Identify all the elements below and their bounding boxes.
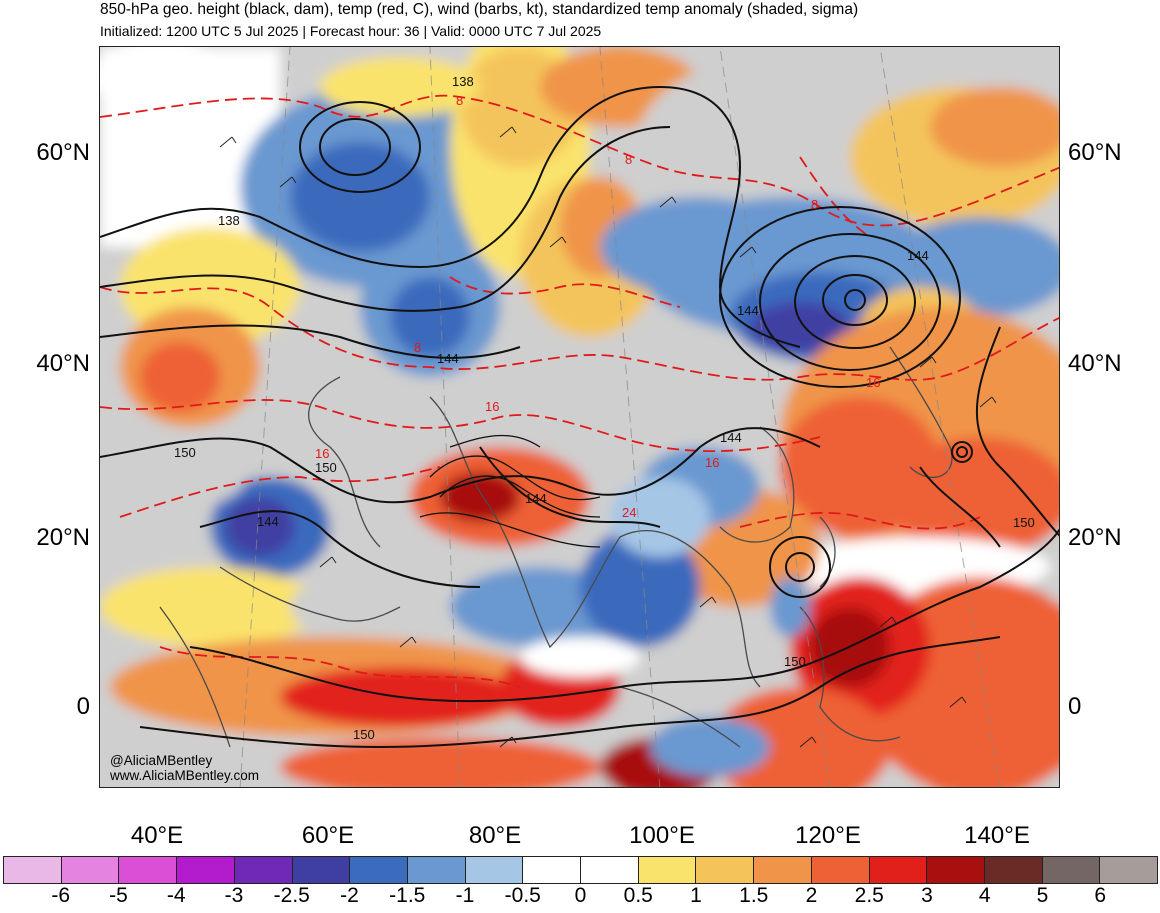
coastlines	[159, 346, 953, 748]
colorbar-tick-label: -3	[224, 884, 244, 907]
temp-label: 24	[622, 505, 636, 520]
colorbar-tick-label: 3	[921, 884, 933, 907]
colorbar-tick-label: -0.5	[504, 884, 541, 907]
chart-subtitle: Initialized: 1200 UTC 5 Jul 2025 | Forec…	[100, 23, 602, 39]
height-label: 144	[737, 303, 759, 318]
colorbar-tick-label: -2.5	[273, 884, 310, 907]
height-label: 150	[784, 654, 806, 669]
colorbar-box	[581, 857, 639, 883]
lat-label-20n-right: 20°N	[1068, 524, 1122, 551]
height-label: 138	[218, 213, 240, 228]
colorbar-tick-label: 0.5	[623, 884, 653, 907]
lon-label-120e: 120°E	[795, 822, 861, 849]
colorbar-tick-label: -6	[51, 884, 71, 907]
colorbar-box	[4, 857, 62, 883]
lat-label-60n-right: 60°N	[1068, 139, 1122, 166]
lat-label-0-left: 0	[76, 693, 90, 720]
lat-label-0-right: 0	[1068, 693, 1082, 720]
colorbar-box	[465, 857, 524, 883]
colorbar-tick-label: 1	[690, 884, 702, 907]
colorbar-box	[177, 857, 235, 883]
height-label: 144	[907, 248, 929, 263]
height-label: 150	[353, 727, 375, 742]
height-label: 150	[315, 460, 337, 475]
colorbar-tick-label: -4	[166, 884, 186, 907]
map-panel: 138 138 144 144 144 144 144 144 150 150 …	[99, 46, 1060, 788]
colorbar-box	[234, 857, 293, 883]
colorbar-box	[292, 857, 351, 883]
temp-label: 16	[705, 455, 719, 470]
lon-label-100e: 100°E	[629, 822, 695, 849]
colorbar-tick-label: -5	[109, 884, 128, 907]
colorbar-box	[984, 857, 1043, 883]
lon-label-140e: 140°E	[964, 822, 1030, 849]
colorbar-tick-label: 1.5	[739, 884, 769, 907]
colorbar-tick-label: -1.5	[389, 884, 426, 907]
lat-label-20n-left: 20°N	[36, 524, 90, 551]
colorbar-box	[61, 857, 120, 883]
map-field: 138 138 144 144 144 144 144 144 150 150 …	[100, 47, 1059, 787]
colorbar-box	[1100, 857, 1158, 883]
colorbar-box	[523, 857, 582, 883]
colorbar	[3, 856, 1158, 884]
credit-handle: @AliciaMBentley	[110, 753, 213, 768]
colorbar-box	[869, 857, 928, 883]
credit-website: www.AliciaMBentley.com	[110, 768, 260, 783]
height-contours	[100, 85, 1059, 749]
temp-label: 16	[866, 375, 880, 390]
height-label: 150	[1013, 515, 1035, 530]
height-label: 138	[452, 74, 474, 89]
lon-label-80e: 80°E	[468, 822, 522, 849]
temp-label: 16	[485, 399, 499, 414]
temp-label: 16	[315, 446, 329, 461]
colorbar-box	[927, 857, 985, 883]
height-label: 144	[437, 351, 459, 366]
colorbar-tick-label: 0	[574, 884, 587, 907]
colorbar-box	[1042, 857, 1101, 883]
colorbar-tick-label: 4	[978, 884, 991, 907]
lat-label-40n-right: 40°N	[1068, 350, 1122, 377]
temp-label: 8	[811, 197, 818, 212]
colorbar-box	[407, 857, 466, 883]
height-label: 150	[174, 445, 196, 460]
colorbar-tick-label: 2.5	[854, 884, 884, 907]
colorbar-box	[696, 857, 755, 883]
anomaly-shading	[100, 47, 1059, 787]
colorbar-box	[811, 857, 870, 883]
colorbar-box	[638, 857, 697, 883]
height-label: 144	[525, 491, 547, 506]
temp-label: 8	[414, 340, 421, 355]
colorbar-tick-label: 5	[1036, 884, 1049, 907]
lat-label-60n-left: 60°N	[36, 139, 90, 166]
height-label: 144	[257, 514, 279, 529]
colorbar-tick-label: 2	[805, 884, 818, 907]
temperature-contours	[100, 94, 1059, 688]
colorbar-box	[754, 857, 812, 883]
colorbar-box	[350, 857, 408, 883]
colorbar-box	[119, 857, 178, 883]
temp-label: 8	[625, 152, 632, 167]
colorbar-tick-label: 6	[1094, 884, 1107, 907]
colorbar-tick-label: -2	[340, 884, 359, 907]
height-label: 144	[720, 430, 742, 445]
lat-label-40n-left: 40°N	[36, 350, 90, 377]
colorbar-tick-label: -1	[455, 884, 475, 907]
temp-label: 8	[456, 93, 463, 108]
contour-labels: 138 138 144 144 144 144 144 144 150 150 …	[174, 74, 1035, 742]
chart-title: 850-hPa geo. height (black, dam), temp (…	[100, 1, 859, 18]
terrain-contours	[419, 434, 601, 548]
wind-barbs	[219, 126, 997, 748]
lon-label-40e: 40°E	[130, 822, 184, 849]
graticule	[239, 47, 1001, 787]
lon-label-60e: 60°E	[301, 822, 355, 849]
